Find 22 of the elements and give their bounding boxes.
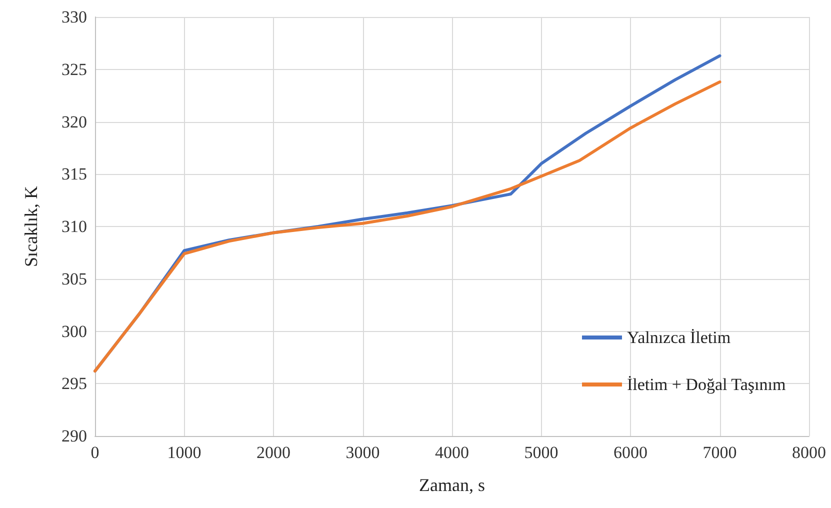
y-tick-label: 300	[62, 322, 87, 341]
x-tick-label: 0	[90, 443, 100, 462]
y-tick-label: 310	[62, 217, 87, 236]
x-tick-label: 7000	[702, 443, 737, 462]
legend-label: Yalnızca İletim	[626, 328, 731, 347]
x-tick-label: 4000	[435, 443, 469, 462]
y-axis-title: Sıcaklık, K	[21, 186, 41, 267]
y-tick-label: 325	[62, 60, 87, 79]
x-tick-label: 1000	[167, 443, 202, 462]
x-tick-label: 5000	[524, 443, 558, 462]
y-tick-label: 295	[62, 374, 87, 394]
legend-label: İletim + Doğal Taşınım	[626, 375, 786, 394]
x-tick-label: 6000	[614, 443, 648, 462]
x-axis-title: Zaman, s	[419, 475, 485, 495]
x-tick-label: 2000	[256, 443, 290, 462]
x-tick-label: 8000	[792, 443, 826, 462]
x-tick-label: 3000	[346, 443, 380, 462]
y-tick-label: 315	[62, 164, 87, 184]
y-tick-label: 290	[62, 426, 87, 446]
y-tick-label: 320	[62, 112, 87, 132]
y-tick-label: 330	[62, 8, 87, 26]
y-tick-label: 305	[62, 269, 87, 288]
